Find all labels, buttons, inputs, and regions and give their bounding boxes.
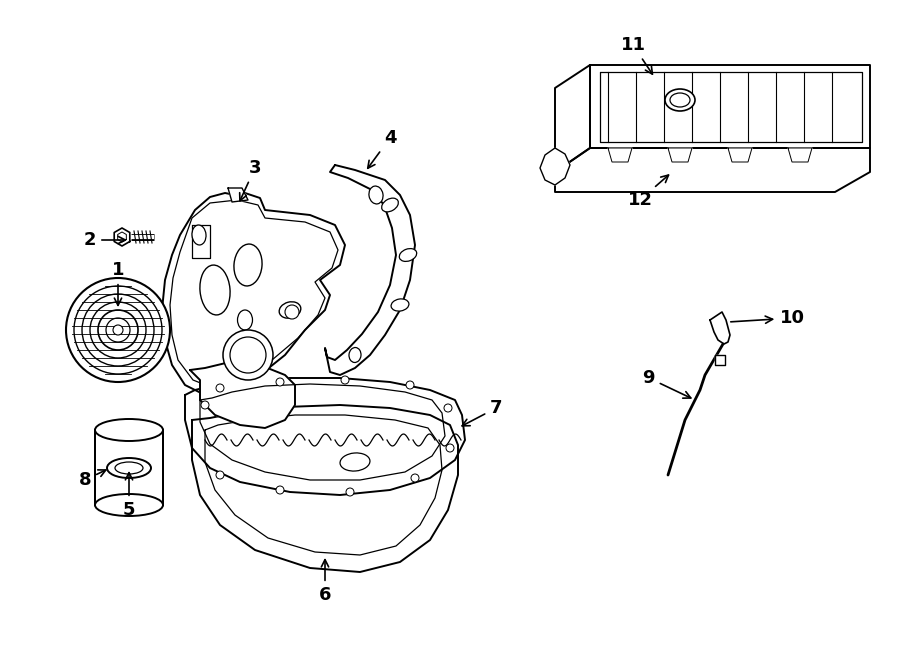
Ellipse shape <box>400 249 417 261</box>
Text: 9: 9 <box>643 369 691 398</box>
Circle shape <box>66 278 170 382</box>
Text: 2: 2 <box>84 231 125 249</box>
Polygon shape <box>710 312 730 344</box>
Circle shape <box>216 384 224 392</box>
Polygon shape <box>185 378 465 495</box>
Polygon shape <box>192 405 458 572</box>
Circle shape <box>82 294 154 366</box>
Ellipse shape <box>279 302 301 318</box>
Text: 6: 6 <box>319 560 331 604</box>
Text: 11: 11 <box>620 36 652 74</box>
Polygon shape <box>788 148 812 162</box>
Ellipse shape <box>107 458 151 478</box>
Circle shape <box>346 488 354 496</box>
Ellipse shape <box>369 186 383 204</box>
Ellipse shape <box>115 462 143 474</box>
Ellipse shape <box>192 225 206 245</box>
Circle shape <box>106 318 130 342</box>
Ellipse shape <box>340 453 370 471</box>
Polygon shape <box>325 165 415 375</box>
Text: 12: 12 <box>627 175 669 209</box>
Polygon shape <box>162 192 345 395</box>
Circle shape <box>113 325 123 335</box>
Circle shape <box>276 486 284 494</box>
Polygon shape <box>715 355 725 365</box>
Ellipse shape <box>382 198 399 212</box>
Circle shape <box>406 381 414 389</box>
Polygon shape <box>555 65 590 172</box>
Circle shape <box>74 286 162 374</box>
Text: 1: 1 <box>112 261 124 305</box>
Circle shape <box>223 330 273 380</box>
Circle shape <box>411 474 419 482</box>
Ellipse shape <box>670 93 690 107</box>
Circle shape <box>341 376 349 384</box>
Ellipse shape <box>200 265 230 315</box>
Polygon shape <box>555 148 870 192</box>
Circle shape <box>98 310 138 350</box>
Circle shape <box>444 404 452 412</box>
Polygon shape <box>228 188 248 202</box>
Polygon shape <box>114 228 130 246</box>
Text: 4: 4 <box>368 129 396 169</box>
Bar <box>95 430 163 505</box>
Polygon shape <box>608 148 632 162</box>
Ellipse shape <box>95 494 163 516</box>
Ellipse shape <box>349 348 361 362</box>
Polygon shape <box>192 225 210 258</box>
Text: 5: 5 <box>122 473 135 519</box>
Polygon shape <box>590 65 870 148</box>
Circle shape <box>230 337 266 373</box>
Text: 10: 10 <box>731 309 805 327</box>
Polygon shape <box>728 148 752 162</box>
Ellipse shape <box>95 419 163 441</box>
Ellipse shape <box>234 244 262 286</box>
Text: 8: 8 <box>78 470 106 489</box>
Ellipse shape <box>665 89 695 111</box>
Circle shape <box>446 444 454 452</box>
Text: 7: 7 <box>462 399 502 426</box>
Polygon shape <box>540 148 570 185</box>
Circle shape <box>90 302 146 358</box>
Circle shape <box>201 401 209 409</box>
Polygon shape <box>668 148 692 162</box>
Ellipse shape <box>238 310 253 330</box>
Polygon shape <box>190 362 295 428</box>
Circle shape <box>216 471 224 479</box>
Circle shape <box>276 378 284 386</box>
Text: 3: 3 <box>239 159 261 201</box>
Circle shape <box>285 305 299 319</box>
Ellipse shape <box>392 299 409 311</box>
